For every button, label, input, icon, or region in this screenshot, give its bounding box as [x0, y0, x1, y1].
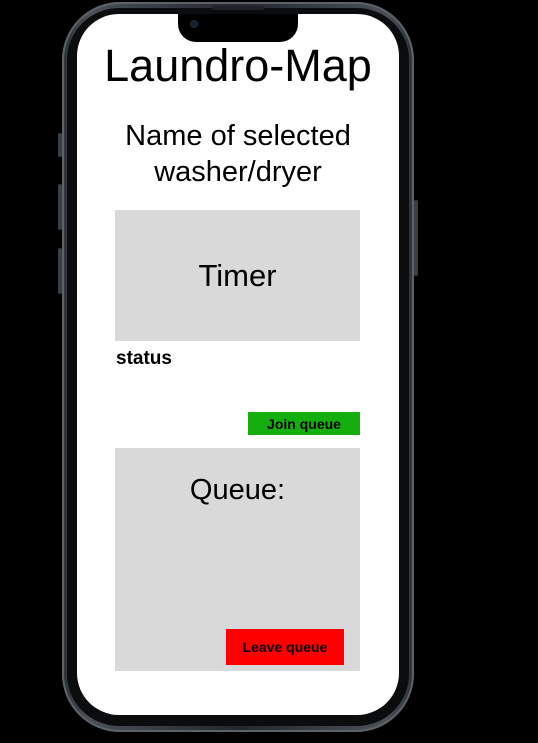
machine-name-line-1: Name of selected — [125, 120, 351, 152]
queue-heading: Queue: — [189, 474, 286, 506]
power-button — [414, 200, 418, 276]
timer-panel: Timer — [115, 210, 360, 341]
selected-machine-name: Name of selected washer/dryer — [77, 118, 399, 190]
app-title: Laundro-Map — [104, 40, 372, 91]
status-label: status — [116, 348, 172, 369]
notch — [178, 14, 298, 42]
volume-down-button — [58, 248, 62, 294]
join-queue-button[interactable]: Join queue — [248, 412, 360, 435]
silent-switch — [58, 133, 62, 157]
leave-queue-button[interactable]: Leave queue — [226, 629, 344, 665]
speaker-grille — [212, 6, 264, 10]
timer-label: Timer — [198, 257, 277, 293]
machine-name-line-2: washer/dryer — [154, 156, 322, 188]
front-camera-icon — [190, 20, 198, 28]
queue-panel: Queue: Leave queue — [115, 448, 360, 671]
volume-up-button — [58, 184, 62, 230]
